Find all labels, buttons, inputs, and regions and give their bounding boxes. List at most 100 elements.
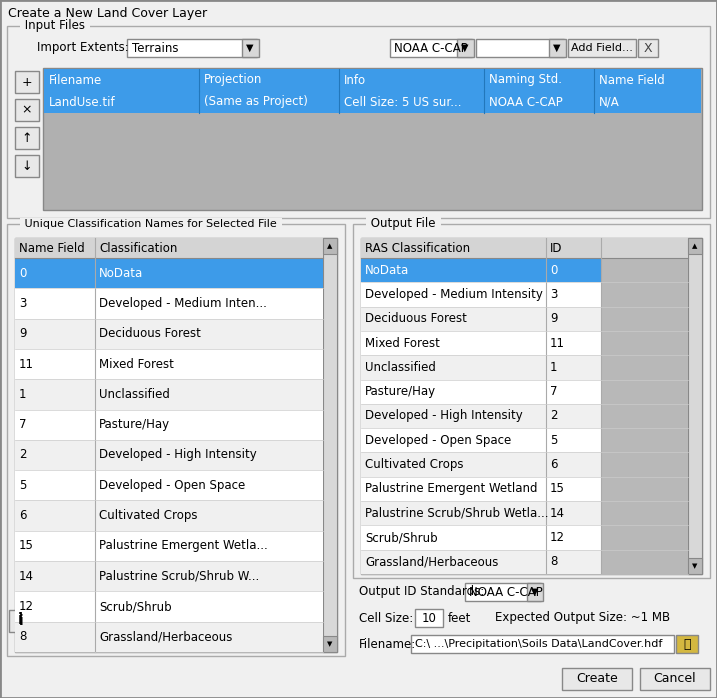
Bar: [361, 258, 601, 282]
Bar: [361, 355, 601, 380]
Text: Add Field...: Add Field...: [571, 43, 633, 53]
Bar: [127, 39, 257, 57]
Text: Developed - Open Space: Developed - Open Space: [99, 479, 245, 492]
Text: Grassland/Herbaceous: Grassland/Herbaceous: [99, 630, 232, 644]
Text: Deciduous Forest: Deciduous Forest: [99, 327, 201, 340]
Text: Unclassified: Unclassified: [365, 361, 436, 374]
Text: Deciduous Forest: Deciduous Forest: [365, 312, 467, 325]
Text: Terrains: Terrains: [132, 41, 179, 54]
Bar: [640, 668, 710, 690]
Bar: [457, 39, 474, 57]
Text: Name Field: Name Field: [19, 242, 85, 255]
Bar: [15, 622, 323, 652]
Text: NoData: NoData: [99, 267, 143, 280]
Text: Expected Output Size: ~1 MB: Expected Output Size: ~1 MB: [495, 611, 670, 625]
Bar: [411, 635, 674, 653]
Bar: [361, 331, 601, 355]
Text: 0: 0: [550, 264, 557, 276]
Bar: [323, 238, 337, 652]
Text: 10: 10: [422, 611, 437, 625]
Text: Projection: Projection: [204, 73, 262, 87]
Text: 3: 3: [19, 297, 27, 310]
Bar: [601, 238, 688, 574]
Bar: [15, 410, 323, 440]
Text: ▼: ▼: [461, 43, 469, 53]
Text: Input Files: Input Files: [21, 20, 89, 33]
Text: ×: ×: [22, 103, 32, 117]
Text: Scrub/Shrub: Scrub/Shrub: [99, 600, 171, 613]
Text: Filename: Filename: [49, 73, 103, 87]
Text: Palustrine Emergent Wetla...: Palustrine Emergent Wetla...: [99, 540, 267, 552]
Bar: [361, 477, 601, 501]
Bar: [688, 558, 702, 574]
Text: Grassland/Herbaceous: Grassland/Herbaceous: [365, 556, 498, 568]
Text: Unique Classification Names for Selected File: Unique Classification Names for Selected…: [21, 219, 280, 229]
Bar: [688, 238, 702, 574]
Bar: [15, 238, 337, 652]
Bar: [562, 668, 632, 690]
Text: NOAA C-CAP: NOAA C-CAP: [469, 586, 543, 598]
Text: Pasture/Hay: Pasture/Hay: [99, 418, 170, 431]
Text: Palustrine Emergent Wetland: Palustrine Emergent Wetland: [365, 482, 538, 496]
Text: Classification: Classification: [99, 242, 177, 255]
Text: 1: 1: [550, 361, 558, 374]
Text: 5: 5: [550, 434, 557, 447]
Bar: [15, 318, 323, 349]
Bar: [15, 99, 39, 121]
Text: 🗁: 🗁: [683, 637, 690, 651]
Text: 9: 9: [550, 312, 558, 325]
Bar: [361, 282, 601, 306]
Bar: [476, 39, 564, 57]
Bar: [9, 610, 33, 632]
Text: Palustrine Scrub/Shrub Wetla...: Palustrine Scrub/Shrub Wetla...: [365, 507, 549, 520]
Text: RAS Classification: RAS Classification: [365, 242, 470, 255]
Text: 7: 7: [19, 418, 27, 431]
Text: Developed - Medium Inten...: Developed - Medium Inten...: [99, 297, 267, 310]
Bar: [15, 500, 323, 530]
Bar: [15, 238, 323, 258]
Bar: [638, 39, 658, 57]
Text: Output ID Standards:: Output ID Standards:: [359, 586, 484, 598]
Text: Developed - High Intensity: Developed - High Intensity: [365, 410, 523, 422]
Text: Cancel: Cancel: [654, 672, 696, 685]
Bar: [15, 379, 323, 410]
Text: 12: 12: [19, 600, 34, 613]
Bar: [361, 452, 601, 477]
Bar: [361, 238, 702, 574]
Text: 1: 1: [19, 388, 27, 401]
Text: 12: 12: [550, 531, 565, 544]
Text: Info: Info: [344, 73, 366, 87]
Text: 6: 6: [19, 509, 27, 522]
Text: Mixed Forest: Mixed Forest: [365, 336, 440, 350]
Text: Scrub/Shrub: Scrub/Shrub: [365, 531, 437, 544]
Text: 2: 2: [550, 410, 558, 422]
Text: C:\ ...\Precipitation\Soils Data\LandCover.hdf: C:\ ...\Precipitation\Soils Data\LandCov…: [415, 639, 663, 649]
Bar: [323, 636, 337, 652]
Text: feet: feet: [448, 611, 471, 625]
Text: Output File: Output File: [367, 218, 440, 230]
Text: 11: 11: [550, 336, 565, 350]
Text: Cultivated Crops: Cultivated Crops: [99, 509, 197, 522]
Text: Cultivated Crops: Cultivated Crops: [365, 458, 463, 471]
Text: Developed - High Intensity: Developed - High Intensity: [99, 449, 257, 461]
Bar: [323, 238, 337, 254]
Bar: [15, 258, 323, 288]
Bar: [15, 440, 323, 470]
Text: ▼: ▼: [328, 641, 333, 647]
Text: Cell Size:: Cell Size:: [359, 611, 413, 625]
Text: Mixed Forest: Mixed Forest: [99, 357, 174, 371]
Text: ▼: ▼: [554, 43, 561, 53]
Text: 15: 15: [550, 482, 565, 496]
Bar: [361, 238, 601, 258]
Bar: [242, 39, 259, 57]
Text: Palustrine Scrub/Shrub W...: Palustrine Scrub/Shrub W...: [99, 570, 260, 583]
Text: 15: 15: [19, 540, 34, 552]
Bar: [361, 428, 601, 452]
Bar: [390, 39, 472, 57]
Text: 2: 2: [19, 449, 27, 461]
Bar: [361, 404, 601, 428]
Bar: [15, 349, 323, 379]
Bar: [549, 39, 566, 57]
Bar: [15, 561, 323, 591]
Bar: [43, 68, 702, 210]
